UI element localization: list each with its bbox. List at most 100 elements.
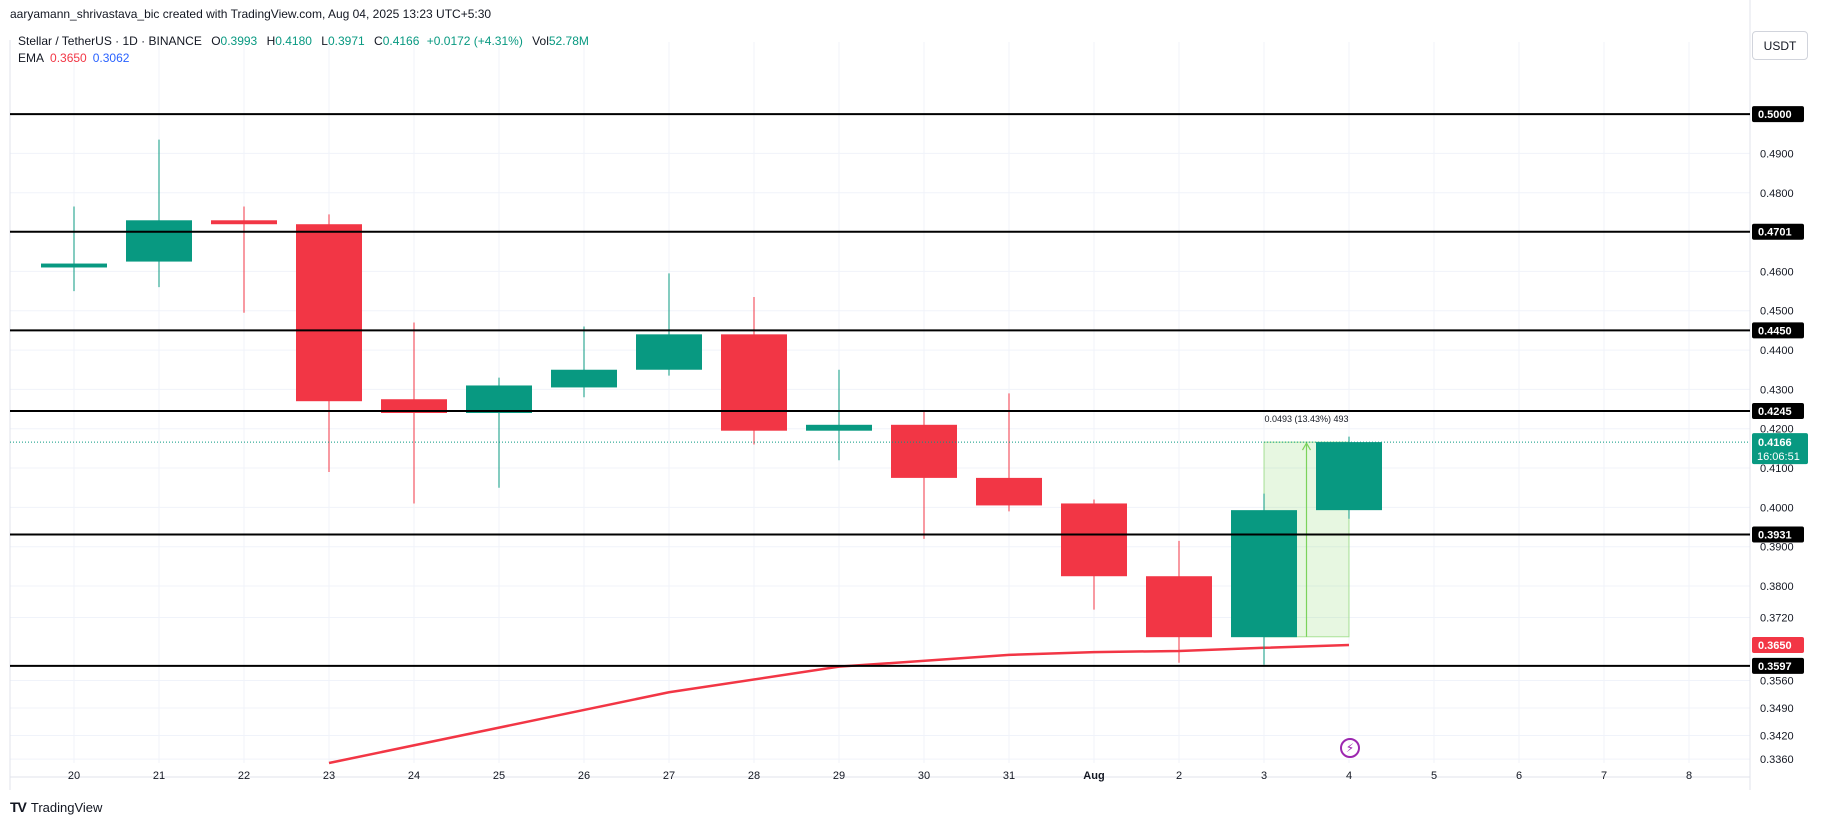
x-tick-label: 27	[663, 770, 675, 782]
candle[interactable]	[296, 214, 362, 472]
candle-body	[1061, 503, 1127, 577]
candle-body	[891, 424, 957, 478]
candle[interactable]	[976, 393, 1042, 512]
price-axis[interactable]: 0.4900 0.4800 0.4600 0.4500 0.4400 0.4300 0.42…	[1760, 148, 1794, 766]
y-tick-label: 0.3560	[1760, 675, 1794, 687]
candle[interactable]	[891, 411, 957, 539]
y-tick-label: 0.3360	[1760, 754, 1794, 766]
level-price-tag: 0.3597	[1752, 657, 1804, 674]
candle[interactable]	[551, 326, 617, 398]
y-tick-label: 0.3720	[1760, 613, 1794, 625]
high-label: H	[266, 34, 276, 48]
grid	[10, 42, 1750, 763]
x-tick-label: 8	[1686, 770, 1692, 782]
ema-value-1: 0.3650	[50, 51, 87, 65]
x-tick-label: 29	[833, 770, 845, 782]
y-tick-label: 0.3420	[1760, 731, 1794, 743]
ema-price-tag: 0.3650	[1752, 637, 1804, 654]
measure-label: 0.0493 (13.43%) 493	[1264, 414, 1348, 424]
candle-body	[296, 224, 362, 402]
candle-body	[806, 424, 872, 431]
ema-label: EMA	[18, 51, 45, 65]
y-tick-label: 0.3900	[1760, 542, 1794, 554]
currency-button[interactable]: USDT	[1752, 31, 1808, 60]
open-label: O	[211, 34, 221, 48]
measure-arrowhead	[1301, 441, 1312, 451]
candle-body	[126, 220, 192, 262]
candle-body	[381, 399, 447, 413]
x-tick-label: 6	[1516, 770, 1522, 782]
y-tick-label: 0.4100	[1760, 463, 1794, 475]
high-value: 0.4180	[275, 34, 312, 48]
candle[interactable]	[211, 206, 277, 313]
candle[interactable]	[381, 322, 447, 504]
candle[interactable]	[1146, 540, 1212, 663]
tradingview-footer: TV TradingView	[10, 799, 102, 815]
candle-body	[41, 263, 107, 268]
low-label: L	[321, 34, 328, 48]
level-price-tag: 0.4245	[1752, 403, 1804, 420]
level-price-tag-text: 0.5000	[1758, 109, 1792, 121]
low-value: 0.3971	[327, 34, 365, 48]
level-price-tag-bg	[1752, 223, 1804, 240]
open-value: 0.3993	[220, 34, 258, 48]
level-price-tag-bg	[1752, 526, 1804, 543]
lightning-bolt-icon[interactable]: ⚡	[1340, 738, 1360, 758]
candle[interactable]	[1316, 436, 1382, 519]
candle[interactable]	[41, 206, 107, 292]
x-tick-label: 30	[918, 770, 930, 782]
y-tick-label: 0.4600	[1760, 266, 1794, 278]
x-tick-label: 21	[153, 770, 165, 782]
level-price-tag-bg	[1752, 106, 1804, 123]
last-price-tag-bg	[1752, 433, 1808, 465]
candle[interactable]	[636, 273, 702, 376]
x-tick-label: 22	[238, 770, 250, 782]
x-tick-label: 31	[1003, 770, 1015, 782]
volume-value: 52.78M	[548, 34, 589, 48]
y-tick-label: 0.4000	[1760, 502, 1794, 514]
candle-body	[211, 220, 277, 225]
change-value: +0.0172 (+4.31%)	[426, 34, 523, 48]
candles	[41, 139, 1382, 665]
x-tick-label: 24	[408, 770, 420, 782]
level-price-tag-bg	[1752, 403, 1804, 420]
ema-legend[interactable]: EMA 0.3650 0.3062	[18, 51, 129, 65]
y-tick-label: 0.4800	[1760, 188, 1794, 200]
symbol-legend[interactable]: Stellar / TetherUS · 1D · BINANCE O0.399…	[18, 34, 589, 48]
ema-line[interactable]	[328, 643, 1350, 765]
candle[interactable]	[806, 369, 872, 461]
candle[interactable]	[1061, 499, 1127, 610]
close-value: 0.4166	[382, 34, 420, 48]
tradingview-logo-icon: TV	[10, 799, 27, 815]
ema-value-2: 0.3062	[92, 51, 130, 65]
candle[interactable]	[1231, 493, 1297, 665]
tradingview-brand: TradingView	[30, 799, 103, 815]
volume-label: Vol	[532, 34, 549, 48]
level-price-tag-text: 0.4450	[1758, 325, 1792, 337]
horizontal-levels	[10, 113, 1750, 667]
candle[interactable]	[721, 296, 787, 445]
x-tick-label: 20	[68, 770, 80, 782]
x-tick-label: 7	[1601, 770, 1607, 782]
level-price-tag: 0.5000	[1752, 106, 1804, 123]
level-price-tag-text: 0.4701	[1758, 227, 1792, 239]
x-tick-label: Aug	[1083, 770, 1104, 782]
candle-body	[1231, 510, 1297, 638]
y-tick-label: 0.3490	[1760, 703, 1794, 715]
ema-price-tag-bg	[1752, 637, 1804, 654]
candle[interactable]	[466, 377, 532, 488]
time-axis[interactable]: 20 21 22 23 24 25 26 27 28 29 30 31 Aug 2 3 4 5 6 7 8	[68, 770, 1692, 782]
candle-body	[1146, 576, 1212, 638]
bar-countdown: 16:06:51	[1757, 451, 1800, 463]
candle-body	[976, 477, 1042, 506]
x-tick-label: 3	[1261, 770, 1267, 782]
last-price-value: 0.4166	[1758, 437, 1792, 449]
candle-body	[466, 385, 532, 413]
level-price-tag-text: 0.3597	[1758, 661, 1792, 673]
x-tick-label: 26	[578, 770, 590, 782]
candle[interactable]	[126, 139, 192, 288]
x-tick-label: 28	[748, 770, 760, 782]
y-tick-label: 0.4900	[1760, 148, 1794, 160]
last-price-tag: 0.4166 16:06:51	[1752, 433, 1808, 465]
